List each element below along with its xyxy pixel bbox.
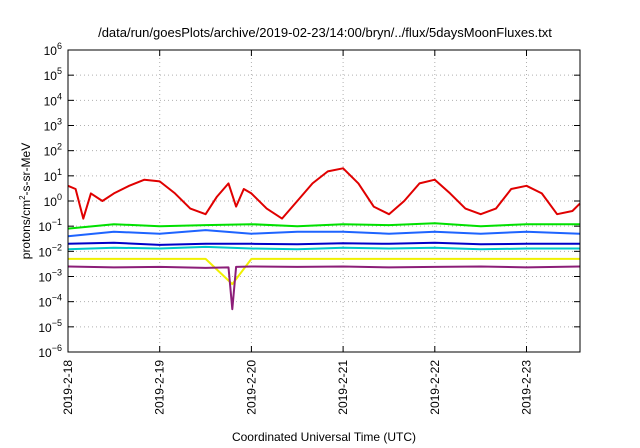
series-line-4 [67, 229, 581, 238]
x-tick-label: 2019-2-18 [61, 360, 75, 415]
x-tick-label: 2019-2-23 [520, 360, 534, 415]
y-tick-label: 103 [44, 117, 62, 134]
series-line-7 [67, 265, 581, 311]
series-line-2 [67, 222, 580, 230]
y-tick-label: 101 [44, 167, 62, 184]
x-tick-label: 2019-2-19 [153, 360, 167, 415]
y-tick-label: 10−3 [38, 268, 62, 285]
y-tick-label: 10−5 [38, 318, 62, 335]
y-tick-label: 10−4 [38, 293, 62, 310]
y-tick-label: 100 [44, 192, 62, 209]
y-tick-label: 106 [44, 41, 62, 58]
data-series [67, 167, 581, 311]
grid-lines [68, 50, 580, 352]
x-axis-ticks: 2019-2-18 2019-2-19 2019-2-20 2019-2-21 2019… [61, 50, 534, 415]
series-line-5 [67, 241, 580, 246]
y-tick-label: 10−1 [38, 217, 62, 234]
chart-title: /data/run/goesPlots/archive/2019-02-23/1… [98, 25, 552, 40]
y-tick-label: 105 [44, 66, 62, 83]
y-tick-label: 102 [44, 142, 62, 159]
y-tick-label: 10−6 [38, 343, 62, 360]
series-line-3 [67, 245, 580, 251]
y-tick-label: 10−2 [38, 242, 62, 259]
y-axis-ticks: 10−6 10−5 10−4 10−3 10−2 10−1 100 101 102 103 104 1… [38, 41, 580, 360]
x-tick-label: 2019-2-22 [428, 360, 442, 415]
series-line-6 [68, 257, 580, 286]
x-tick-label: 2019-2-20 [244, 360, 258, 415]
x-axis-label: Coordinated Universal Time (UTC) [232, 430, 416, 444]
series-line-1 [67, 167, 581, 220]
x-tick-label: 2019-2-21 [336, 360, 350, 415]
y-tick-label: 104 [44, 91, 62, 108]
y-axis-label: protons/cm2-s-sr-MeV [18, 143, 33, 259]
